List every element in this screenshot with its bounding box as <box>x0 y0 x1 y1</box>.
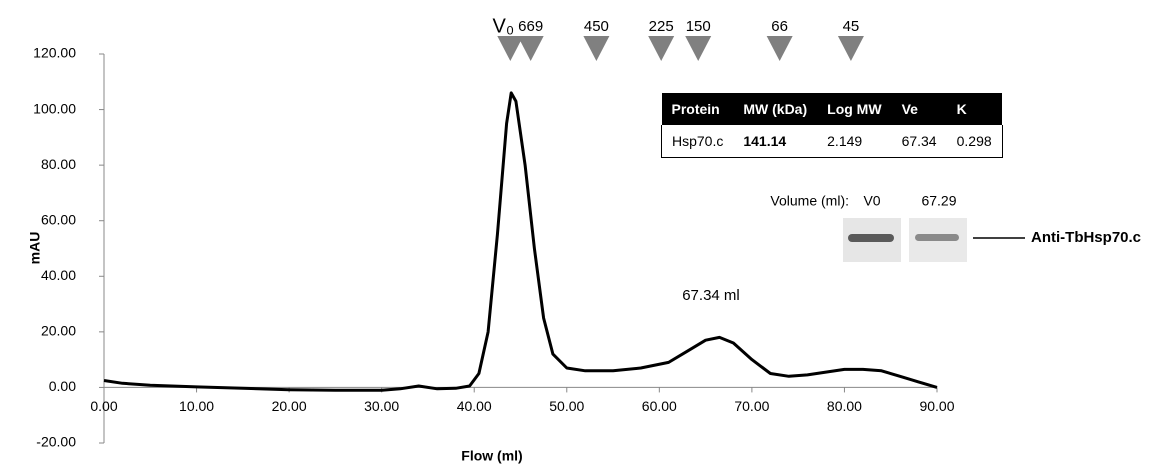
y-tick-label: 60.00 <box>41 211 76 227</box>
marker-triangle <box>497 36 523 61</box>
y-tick-label: 0.00 <box>49 378 76 394</box>
x-tick-label: 60.00 <box>642 398 677 414</box>
y-axis-title: mAU <box>27 232 43 265</box>
blot-lane-label: 67.29 <box>921 193 956 209</box>
y-tick-label: 80.00 <box>41 156 76 172</box>
marker-label: 66 <box>771 18 788 35</box>
table-header-cell: MW (kDa) <box>733 93 817 125</box>
x-tick-label: 0.00 <box>90 398 117 414</box>
marker-triangle <box>518 36 544 61</box>
y-tick-label: 120.00 <box>33 45 76 61</box>
y-tick-label: -20.00 <box>36 434 76 450</box>
table-header-cell: Ve <box>892 93 947 125</box>
marker-label: 150 <box>686 18 711 35</box>
table-cell: Hsp70.c <box>662 125 734 158</box>
table-cell: 141.14 <box>733 125 817 158</box>
x-tick-label: 40.00 <box>457 398 492 414</box>
marker-label: 669 <box>518 18 543 35</box>
blot-band <box>915 234 959 241</box>
marker-label: 225 <box>649 18 674 35</box>
table-cell: 67.34 <box>892 125 947 158</box>
y-tick-label: 20.00 <box>41 323 76 339</box>
x-tick-label: 20.00 <box>272 398 307 414</box>
chart: Flow (ml) mAU 67.34 ml Volume (ml): V0 6… <box>0 0 1163 466</box>
x-tick-label: 50.00 <box>549 398 584 414</box>
marker-label: V₀ <box>492 15 514 37</box>
blot-band <box>848 234 894 242</box>
marker-triangle <box>838 36 864 61</box>
x-axis-title: Flow (ml) <box>461 448 522 464</box>
table-header-cell: K <box>947 93 1003 125</box>
table-cell: 0.298 <box>947 125 1003 158</box>
blot-antibody: Anti-TbHsp70.c <box>1031 229 1141 246</box>
table-header-cell: Protein <box>662 93 734 125</box>
y-tick-label: 100.00 <box>33 100 76 116</box>
marker-triangle <box>767 36 793 61</box>
page: {"chart_data": {"type": "line", "x": [0,… <box>0 0 1163 466</box>
blot-lane-label: V0 <box>863 193 880 209</box>
table-header-cell: Log MW <box>817 93 891 125</box>
marker-label: 450 <box>584 18 609 35</box>
x-tick-label: 90.00 <box>919 398 954 414</box>
marker-triangle <box>583 36 609 61</box>
x-tick-label: 70.00 <box>734 398 769 414</box>
table-cell: 2.149 <box>817 125 891 158</box>
marker-triangle <box>648 36 674 61</box>
blot-volume-label: Volume (ml): <box>770 193 849 209</box>
x-tick-label: 10.00 <box>179 398 214 414</box>
marker-triangle <box>685 36 711 61</box>
x-tick-label: 30.00 <box>364 398 399 414</box>
x-tick-label: 80.00 <box>827 398 862 414</box>
marker-label: 45 <box>843 18 860 35</box>
annotation: 67.34 ml <box>682 287 740 304</box>
y-tick-label: 40.00 <box>41 267 76 283</box>
